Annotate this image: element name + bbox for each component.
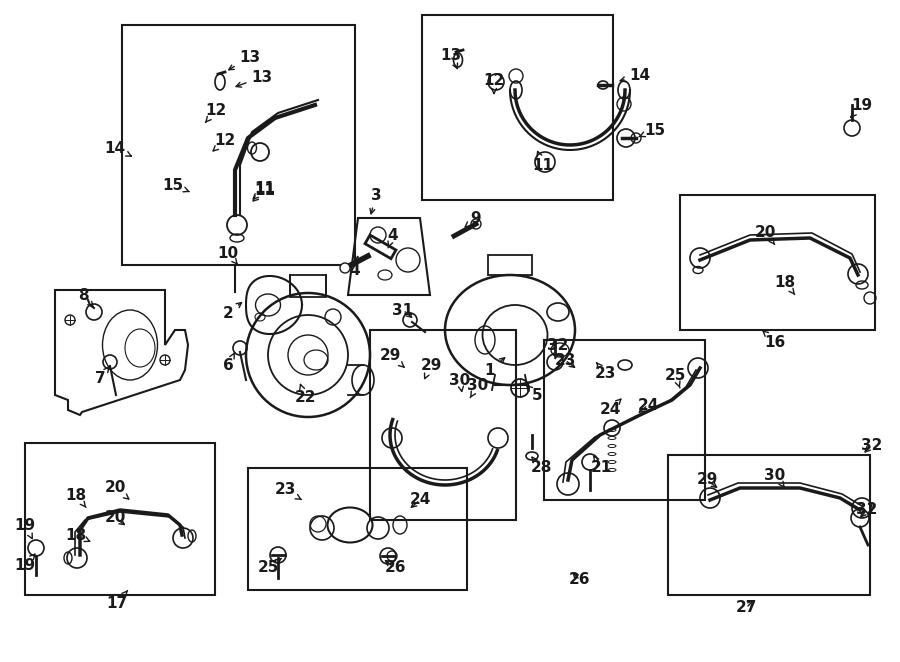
Text: 13: 13 <box>229 50 261 70</box>
Text: 12: 12 <box>205 103 227 122</box>
Text: 16: 16 <box>763 331 786 350</box>
Text: 13: 13 <box>440 48 462 69</box>
Text: 22: 22 <box>294 385 316 406</box>
Text: 3: 3 <box>370 187 382 214</box>
Text: 18: 18 <box>774 275 796 295</box>
Text: 26: 26 <box>569 573 590 587</box>
Bar <box>365 235 396 259</box>
Text: 29: 29 <box>379 348 404 367</box>
Text: 27: 27 <box>735 600 757 616</box>
Text: 19: 19 <box>14 518 36 539</box>
Text: 30: 30 <box>764 467 786 487</box>
Text: 32: 32 <box>856 502 878 518</box>
Text: 23: 23 <box>594 363 616 381</box>
Text: 13: 13 <box>236 70 273 87</box>
Text: 9: 9 <box>465 211 482 227</box>
Text: 11: 11 <box>533 152 554 173</box>
Text: 12: 12 <box>483 73 505 93</box>
Bar <box>290 275 326 297</box>
Text: 4: 4 <box>388 228 399 248</box>
Text: 20: 20 <box>104 481 129 499</box>
Text: 20: 20 <box>754 224 776 244</box>
Bar <box>248 468 467 590</box>
Text: 18: 18 <box>66 487 86 508</box>
Text: 31: 31 <box>392 303 414 318</box>
Text: 12: 12 <box>213 132 236 151</box>
Text: 24: 24 <box>637 397 659 412</box>
Text: 19: 19 <box>850 97 873 117</box>
Text: 11: 11 <box>253 181 275 199</box>
Text: 32: 32 <box>861 438 883 453</box>
Text: 29: 29 <box>697 473 717 487</box>
Text: 19: 19 <box>14 554 36 573</box>
Bar <box>544 340 705 500</box>
Text: 29: 29 <box>420 357 442 379</box>
Circle shape <box>340 263 350 273</box>
Text: 2: 2 <box>222 303 241 320</box>
Text: 10: 10 <box>218 246 238 264</box>
Text: 25: 25 <box>257 558 282 575</box>
Text: 26: 26 <box>384 561 406 575</box>
Bar <box>422 15 613 200</box>
Text: 14: 14 <box>104 140 131 156</box>
Text: 15: 15 <box>639 122 666 138</box>
Text: 24: 24 <box>410 493 431 508</box>
Text: 6: 6 <box>222 352 235 373</box>
Text: 11: 11 <box>253 183 275 201</box>
Text: 24: 24 <box>599 399 621 418</box>
Text: 32: 32 <box>547 338 569 359</box>
Text: 4: 4 <box>350 256 360 277</box>
Text: 20: 20 <box>104 510 126 526</box>
Text: 21: 21 <box>590 456 612 475</box>
Text: 30: 30 <box>467 377 489 398</box>
Bar <box>680 195 875 330</box>
Bar <box>488 255 532 275</box>
Text: 23: 23 <box>274 483 302 499</box>
Text: 8: 8 <box>77 287 94 307</box>
Text: 1: 1 <box>485 357 505 377</box>
Text: 5: 5 <box>526 385 543 402</box>
Bar <box>370 330 516 520</box>
Text: 25: 25 <box>664 367 686 388</box>
Text: 14: 14 <box>620 68 651 83</box>
Text: 23: 23 <box>554 352 576 367</box>
Text: 15: 15 <box>162 177 189 193</box>
Bar <box>25 443 215 595</box>
Bar <box>668 455 870 595</box>
Text: 7: 7 <box>94 366 110 385</box>
Text: 17: 17 <box>106 591 128 610</box>
Text: 30: 30 <box>449 373 471 391</box>
Bar <box>122 25 355 265</box>
Text: 28: 28 <box>530 457 552 475</box>
Text: 18: 18 <box>66 528 90 542</box>
